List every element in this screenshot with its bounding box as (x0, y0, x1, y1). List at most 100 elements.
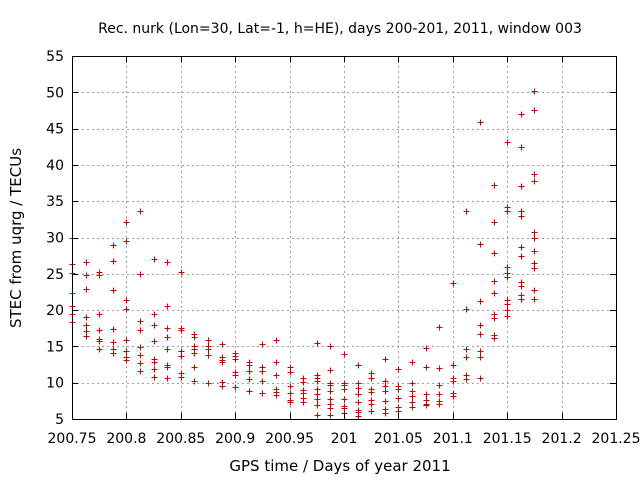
data-point (287, 399, 294, 406)
data-point (531, 107, 538, 114)
data-point (151, 311, 158, 318)
data-point (518, 183, 525, 190)
data-point (504, 313, 511, 320)
data-point (504, 208, 511, 215)
data-point (314, 378, 321, 385)
data-point (164, 325, 171, 332)
data-point (300, 379, 307, 386)
data-point (110, 326, 117, 333)
data-point (477, 322, 484, 329)
data-point (246, 376, 253, 383)
data-point (151, 338, 158, 345)
data-point (477, 331, 484, 338)
data-point (137, 352, 144, 359)
data-point (409, 393, 416, 400)
y-tick-label: 20 (46, 303, 64, 319)
y-tick-label: 5 (55, 412, 64, 428)
data-point (463, 354, 470, 361)
data-point (463, 306, 470, 313)
data-point (463, 208, 470, 215)
data-point (382, 388, 389, 395)
data-point (205, 337, 212, 344)
data-point (355, 362, 362, 369)
data-point (436, 382, 443, 389)
x-tick-label: 201.25 (592, 431, 640, 447)
data-point (137, 368, 144, 375)
data-point (137, 318, 144, 325)
data-point (151, 374, 158, 381)
data-point (491, 315, 498, 322)
data-point (491, 182, 498, 189)
y-tick-label: 30 (46, 231, 64, 247)
x-tick-label: 200.8 (106, 431, 146, 447)
data-point (518, 296, 525, 303)
data-point (327, 388, 334, 395)
data-point (151, 322, 158, 329)
data-point (123, 337, 130, 344)
x-tick-label: 201.2 (542, 431, 582, 447)
data-point (477, 348, 484, 355)
data-point (314, 412, 321, 419)
data-point (327, 405, 334, 412)
x-tick-label: 200.75 (48, 431, 97, 447)
data-point (450, 378, 457, 385)
data-point (123, 357, 130, 364)
data-point (531, 171, 538, 178)
data-point (178, 374, 185, 381)
data-point (151, 366, 158, 373)
data-point (531, 235, 538, 242)
data-point (504, 307, 511, 314)
data-point (83, 272, 90, 279)
data-point (368, 375, 375, 382)
data-point (382, 398, 389, 405)
y-tick-label: 45 (46, 122, 64, 138)
data-point (382, 356, 389, 363)
data-point (123, 297, 130, 304)
data-point (96, 338, 103, 345)
data-point (423, 391, 430, 398)
data-point (259, 390, 266, 397)
y-tick-label: 25 (46, 267, 64, 283)
data-point (273, 337, 280, 344)
data-point (531, 229, 538, 236)
data-point (164, 303, 171, 310)
y-tick-label: 50 (46, 85, 64, 101)
data-point (151, 256, 158, 263)
x-axis-label: GPS time / Days of year 2011 (229, 457, 450, 475)
data-point (355, 391, 362, 398)
data-point (178, 327, 185, 334)
data-point (96, 311, 103, 318)
data-point (287, 383, 294, 390)
data-point (219, 383, 226, 390)
data-point (531, 296, 538, 303)
data-point (368, 408, 375, 415)
grid (72, 56, 616, 419)
data-point (164, 259, 171, 266)
data-point (314, 340, 321, 347)
data-point (463, 346, 470, 353)
data-point (191, 334, 198, 341)
data-point (123, 348, 130, 355)
data-point (341, 396, 348, 403)
data-point (491, 290, 498, 297)
data-point (110, 242, 117, 249)
data-point (436, 365, 443, 372)
data-point (287, 369, 294, 376)
data-point (327, 343, 334, 350)
data-point (477, 119, 484, 126)
data-point (191, 378, 198, 385)
data-point (355, 399, 362, 406)
y-tick-labels: 5 10 15 20 25 30 35 40 45 50 55 (46, 49, 64, 428)
x-tick-label: 200.9 (215, 431, 255, 447)
data-point (259, 368, 266, 375)
data-point (123, 219, 130, 226)
data-point (518, 253, 525, 260)
data-point (287, 390, 294, 397)
data-point (137, 208, 144, 215)
data-point (341, 386, 348, 393)
data-point (382, 410, 389, 417)
data-points (69, 88, 538, 420)
data-point (409, 359, 416, 366)
data-point (110, 339, 117, 346)
